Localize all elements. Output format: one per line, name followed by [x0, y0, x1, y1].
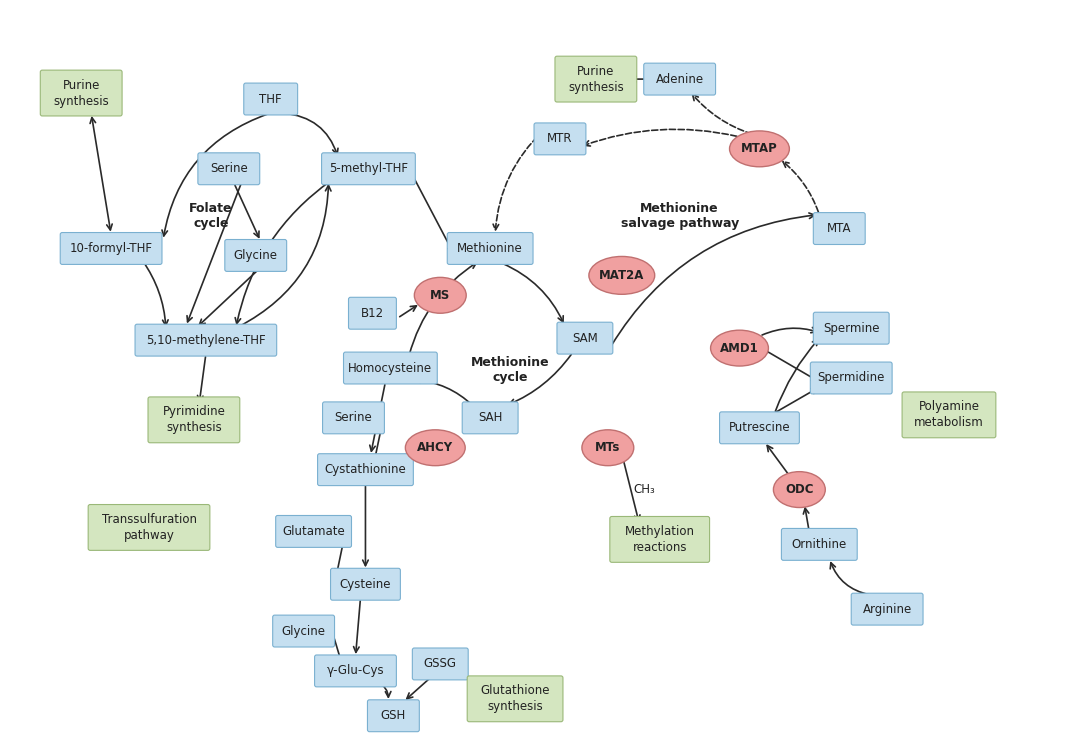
Text: 5,10-methylene-THF: 5,10-methylene-THF: [146, 334, 266, 347]
FancyBboxPatch shape: [317, 454, 413, 485]
Text: Putrescine: Putrescine: [729, 421, 790, 434]
FancyBboxPatch shape: [225, 239, 287, 271]
FancyBboxPatch shape: [558, 322, 613, 354]
FancyBboxPatch shape: [148, 397, 240, 442]
FancyBboxPatch shape: [60, 233, 161, 264]
Text: ODC: ODC: [786, 483, 814, 496]
Text: Glutamate: Glutamate: [283, 525, 345, 538]
Text: MTA: MTA: [827, 222, 851, 235]
Text: Folate
cycle: Folate cycle: [189, 202, 232, 230]
Text: Cysteine: Cysteine: [339, 578, 392, 590]
FancyBboxPatch shape: [276, 516, 351, 547]
FancyBboxPatch shape: [813, 213, 865, 245]
FancyBboxPatch shape: [813, 313, 889, 344]
Text: SAM: SAM: [572, 331, 598, 344]
Text: MTR: MTR: [548, 132, 573, 146]
FancyBboxPatch shape: [533, 123, 586, 155]
Text: B12: B12: [361, 307, 384, 319]
Text: CH₃: CH₃: [634, 483, 656, 496]
FancyBboxPatch shape: [314, 655, 396, 687]
FancyBboxPatch shape: [781, 528, 858, 560]
Text: γ-Glu-Cys: γ-Glu-Cys: [326, 664, 384, 677]
Text: SAH: SAH: [478, 411, 502, 424]
Text: Methionine
cycle: Methionine cycle: [471, 356, 550, 384]
FancyBboxPatch shape: [323, 402, 384, 434]
Text: Cystathionine: Cystathionine: [325, 463, 406, 476]
FancyBboxPatch shape: [344, 352, 437, 384]
Ellipse shape: [582, 430, 634, 466]
Text: Methionine: Methionine: [457, 242, 523, 255]
Text: Adenine: Adenine: [656, 72, 704, 85]
FancyBboxPatch shape: [331, 569, 400, 600]
Text: Purine
synthesis: Purine synthesis: [53, 79, 109, 107]
Text: GSSG: GSSG: [423, 658, 457, 670]
FancyBboxPatch shape: [720, 412, 800, 444]
FancyBboxPatch shape: [467, 676, 563, 722]
Text: 10-formyl-THF: 10-formyl-THF: [70, 242, 153, 255]
Ellipse shape: [589, 257, 655, 294]
FancyBboxPatch shape: [348, 297, 396, 329]
FancyBboxPatch shape: [447, 233, 533, 264]
Text: GSH: GSH: [381, 709, 406, 723]
Text: Glutathione
synthesis: Glutathione synthesis: [480, 684, 550, 713]
Ellipse shape: [774, 472, 825, 507]
Text: MTAP: MTAP: [741, 143, 778, 156]
FancyBboxPatch shape: [322, 153, 416, 185]
Text: Spermine: Spermine: [823, 322, 879, 334]
Ellipse shape: [710, 330, 768, 366]
FancyBboxPatch shape: [88, 504, 209, 550]
Text: Polyamine
metabolism: Polyamine metabolism: [914, 400, 984, 430]
Ellipse shape: [415, 277, 466, 313]
Text: MS: MS: [430, 289, 451, 302]
FancyBboxPatch shape: [273, 615, 335, 647]
Text: Methionine
salvage pathway: Methionine salvage pathway: [621, 202, 739, 230]
FancyBboxPatch shape: [902, 392, 996, 438]
FancyBboxPatch shape: [368, 700, 419, 732]
FancyBboxPatch shape: [644, 63, 716, 95]
Text: Arginine: Arginine: [863, 602, 912, 615]
Text: Serine: Serine: [335, 411, 372, 424]
Text: 5-methyl-THF: 5-methyl-THF: [329, 162, 408, 175]
Text: Glycine: Glycine: [233, 249, 278, 262]
Text: THF: THF: [260, 93, 281, 106]
FancyBboxPatch shape: [851, 593, 923, 625]
FancyBboxPatch shape: [610, 516, 709, 562]
Text: Transsulfuration
pathway: Transsulfuration pathway: [101, 513, 196, 542]
Text: Pyrimidine
synthesis: Pyrimidine synthesis: [163, 405, 226, 434]
FancyBboxPatch shape: [811, 362, 892, 394]
FancyBboxPatch shape: [197, 153, 260, 185]
Text: Serine: Serine: [209, 162, 248, 175]
Text: MAT2A: MAT2A: [599, 269, 645, 282]
Text: AMD1: AMD1: [720, 341, 759, 355]
Text: Ornithine: Ornithine: [792, 538, 847, 551]
Ellipse shape: [406, 430, 465, 466]
FancyBboxPatch shape: [40, 70, 122, 116]
Text: Purine
synthesis: Purine synthesis: [568, 65, 624, 94]
Text: MTs: MTs: [596, 441, 621, 455]
Ellipse shape: [730, 131, 790, 167]
Text: Methylation
reactions: Methylation reactions: [625, 525, 695, 554]
FancyBboxPatch shape: [135, 324, 277, 356]
Text: Glycine: Glycine: [281, 624, 325, 637]
Text: Homocysteine: Homocysteine: [348, 362, 432, 374]
Text: Spermidine: Spermidine: [817, 371, 885, 384]
Text: AHCY: AHCY: [417, 441, 454, 455]
FancyBboxPatch shape: [463, 402, 518, 434]
FancyBboxPatch shape: [555, 56, 637, 102]
FancyBboxPatch shape: [243, 83, 298, 115]
FancyBboxPatch shape: [412, 648, 468, 680]
